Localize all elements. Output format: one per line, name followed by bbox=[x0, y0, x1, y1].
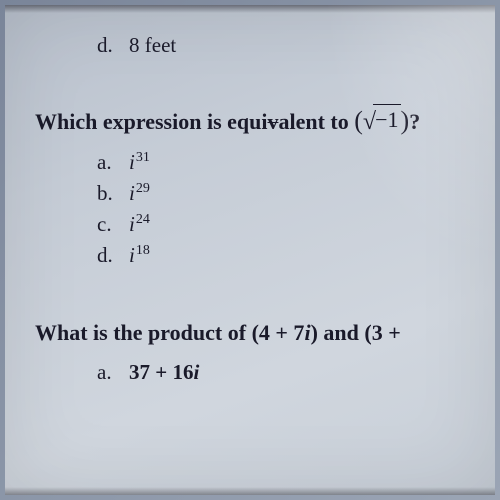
option-expression: i18 bbox=[129, 243, 150, 268]
q2-expr1-close: ) bbox=[311, 320, 318, 345]
base: i bbox=[129, 181, 135, 205]
question-1-options: a. i31 b. i29 c. i24 d. i18 bbox=[97, 150, 465, 268]
exponent: 24 bbox=[136, 212, 150, 227]
option-letter: b. bbox=[97, 181, 129, 206]
exponent: 31 bbox=[136, 150, 150, 165]
q2-p1: What is the product of bbox=[35, 320, 252, 345]
q1-equiv-prefix: equi bbox=[227, 109, 267, 134]
q1-option-d: d. i18 bbox=[97, 243, 465, 268]
option-expression: i29 bbox=[129, 181, 150, 206]
option-letter: a. bbox=[97, 150, 129, 175]
value-i: i bbox=[193, 360, 199, 384]
paper-surface: d. 8 feet Which expression is equivalent… bbox=[5, 5, 495, 495]
option-expression: i31 bbox=[129, 150, 150, 175]
base: i bbox=[129, 243, 135, 267]
q1-prefix: Which expression is bbox=[35, 109, 227, 134]
question-2-prompt: What is the product of (4 + 7i) and (3 + bbox=[35, 318, 465, 349]
prev-option-d: d. 8 feet bbox=[97, 33, 465, 58]
q1-close-paren: ) bbox=[401, 106, 410, 135]
option-value: 37 + 16i bbox=[129, 360, 199, 385]
q2-expr1-a: 4 + 7 bbox=[259, 320, 305, 345]
base: i bbox=[129, 212, 135, 236]
q2-option-a: a. 37 + 16i bbox=[97, 360, 465, 385]
q1-radicand: −1 bbox=[373, 104, 400, 136]
option-letter: c. bbox=[97, 212, 129, 237]
q1-sqrt: √−1 bbox=[363, 106, 401, 140]
bottom-shadow bbox=[5, 487, 495, 495]
q1-equiv-suffix: alent to bbox=[278, 109, 354, 134]
q2-expr1-open: ( bbox=[252, 320, 259, 345]
option-letter: d. bbox=[97, 33, 129, 58]
q1-option-a: a. i31 bbox=[97, 150, 465, 175]
content-area: d. 8 feet Which expression is equivalent… bbox=[5, 5, 495, 385]
value-real: 37 + 16 bbox=[129, 360, 193, 384]
q2-expr2-a: 3 + bbox=[372, 320, 401, 345]
question-1-prompt: Which expression is equivalent to (√−1)? bbox=[35, 103, 465, 140]
top-shadow bbox=[5, 5, 495, 13]
exponent: 18 bbox=[136, 243, 150, 258]
option-text: 8 feet bbox=[129, 33, 176, 58]
option-letter: d. bbox=[97, 243, 129, 268]
q2-expr2-open: ( bbox=[364, 320, 371, 345]
q1-open-paren: ( bbox=[354, 106, 363, 135]
option-letter: a. bbox=[97, 360, 129, 385]
base: i bbox=[129, 150, 135, 174]
q1-option-b: b. i29 bbox=[97, 181, 465, 206]
q1-option-c: c. i24 bbox=[97, 212, 465, 237]
q2-and: and bbox=[318, 320, 364, 345]
q1-qmark: ? bbox=[409, 109, 420, 134]
option-expression: i24 bbox=[129, 212, 150, 237]
q1-equiv-struck: v bbox=[267, 109, 278, 134]
exponent: 29 bbox=[136, 181, 150, 196]
